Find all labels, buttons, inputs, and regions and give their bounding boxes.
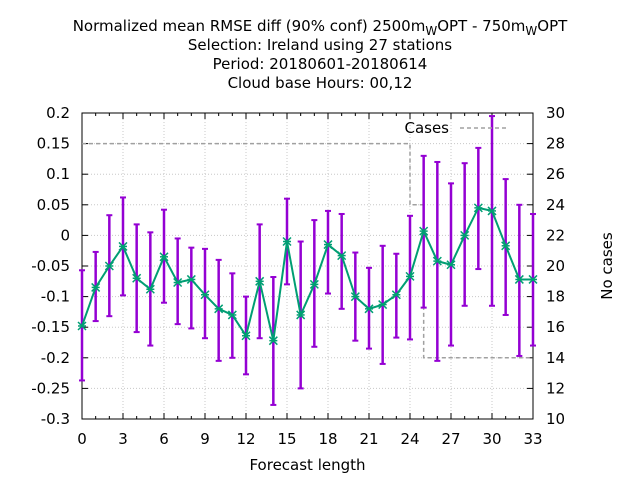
series-line (81, 206, 533, 341)
data-point (446, 260, 456, 270)
title-line-0-part-3: W (525, 24, 537, 38)
data-point (118, 241, 128, 251)
x-tick-label: 0 (77, 430, 87, 448)
y2-tick-labels: 30 28 26 24 22 20 18 16 14 12 10 (546, 104, 565, 428)
data-point (173, 277, 183, 288)
data-point (419, 226, 429, 236)
y-tick-label: 0.05 (37, 196, 70, 214)
y-tick-label: -0.2 (41, 349, 70, 367)
title-line-0-part-4: OPT (537, 17, 568, 35)
title-line-0-part-2: OPT - 750m (437, 17, 525, 35)
x-tick-label: 24 (400, 430, 419, 448)
y-tick-labels: 0.2 0.15 0.1 0.05 0 -0.05 -0.1 -0.15 -0.2 -0.25 -0… (31, 104, 70, 428)
x-tick-label: 15 (277, 430, 296, 448)
y2-tick-label: 20 (546, 257, 565, 275)
y-tick-label: 0 (60, 226, 70, 244)
title-line-0-part-1: W (425, 24, 437, 38)
data-point (405, 271, 415, 281)
y2-tick-label: 14 (546, 349, 565, 367)
title-line-2-part-0: Period: 20180601-20180614 (213, 55, 428, 73)
data-point (268, 336, 278, 346)
data-point (514, 274, 524, 284)
x-tick-label: 3 (118, 430, 128, 448)
rmse-diff-series (77, 203, 538, 346)
data-point (309, 279, 319, 289)
title-line-1-part-0: Selection: Ireland using 27 stations (188, 36, 452, 54)
data-point (186, 274, 196, 284)
y-tick-label: -0.1 (41, 288, 70, 306)
error-bar (215, 258, 222, 362)
axis-ticks (81, 112, 534, 420)
chart-title: Normalized mean RMSE diff (90% conf) 250… (73, 17, 568, 92)
data-point (214, 304, 224, 314)
data-point (364, 304, 374, 314)
data-point (255, 276, 265, 286)
title-line-3-part-0: Cloud base Hours: 00,12 (228, 74, 413, 92)
y-tick-label: 0.15 (37, 135, 70, 153)
x-tick-label: 12 (236, 430, 255, 448)
data-point (200, 290, 210, 300)
data-point (104, 261, 114, 271)
data-point (77, 321, 87, 331)
y-tick-label: 0.2 (46, 104, 70, 122)
data-point (487, 206, 497, 216)
x-tick-label: 33 (523, 430, 542, 448)
title-line-2: Period: 20180601-20180614 (213, 55, 428, 73)
x-tick-label: 9 (200, 430, 210, 448)
title-line-0-part-0: Normalized mean RMSE diff (90% conf) 250… (73, 17, 426, 35)
cases-line (82, 142, 533, 359)
legend: Cases (404, 119, 506, 137)
x-tick-label: 27 (441, 430, 460, 448)
error-bar (188, 246, 195, 330)
y2-tick-label: 18 (546, 288, 565, 306)
data-point (501, 241, 511, 251)
y-tick-label: -0.3 (41, 410, 70, 428)
y2-tick-label: 26 (546, 165, 565, 183)
data-point (337, 251, 347, 261)
x-tick-label: 21 (359, 430, 378, 448)
x-tick-labels: 0 3 6 9 12 15 18 21 24 27 30 33 (77, 430, 542, 448)
y2-tick-label: 30 (546, 104, 565, 122)
data-point (391, 290, 401, 300)
error-bar (338, 212, 345, 310)
data-point (296, 310, 306, 320)
y2-tick-label: 28 (546, 135, 565, 153)
y2-tick-label: 16 (546, 318, 565, 336)
data-point (282, 236, 292, 247)
data-point (350, 292, 360, 302)
data-point (378, 300, 388, 310)
data-point (132, 273, 142, 283)
title-line-0: Normalized mean RMSE diff (90% conf) 250… (73, 17, 568, 38)
title-line-1: Selection: Ireland using 27 stations (188, 36, 452, 54)
y2-axis-label: No cases (598, 232, 616, 300)
x-tick-label: 18 (318, 430, 337, 448)
y-tick-label: 0.1 (46, 165, 70, 183)
legend-label-cases: Cases (404, 119, 449, 137)
data-point (159, 252, 169, 262)
data-point (528, 274, 538, 284)
y-tick-label: -0.25 (31, 379, 70, 397)
error-bar (325, 209, 331, 295)
y2-tick-label: 10 (546, 410, 565, 428)
data-point (227, 310, 237, 320)
data-point (460, 230, 470, 240)
x-axis-label: Forecast length (249, 456, 365, 474)
title-line-3: Cloud base Hours: 00,12 (228, 74, 413, 92)
y2-tick-label: 24 (546, 196, 565, 214)
y2-tick-label: 12 (546, 379, 565, 397)
data-point (473, 203, 483, 213)
y2-tick-label: 22 (546, 226, 565, 244)
error-bars (79, 115, 536, 406)
cases-series (82, 142, 533, 359)
y-tick-label: -0.15 (31, 318, 70, 336)
data-point (432, 256, 442, 266)
y-tick-label: -0.05 (31, 257, 70, 275)
data-point (145, 284, 155, 294)
data-point (241, 331, 251, 341)
data-point (323, 240, 333, 250)
x-tick-label: 30 (482, 430, 501, 448)
x-tick-label: 6 (159, 430, 169, 448)
data-point (91, 282, 101, 292)
